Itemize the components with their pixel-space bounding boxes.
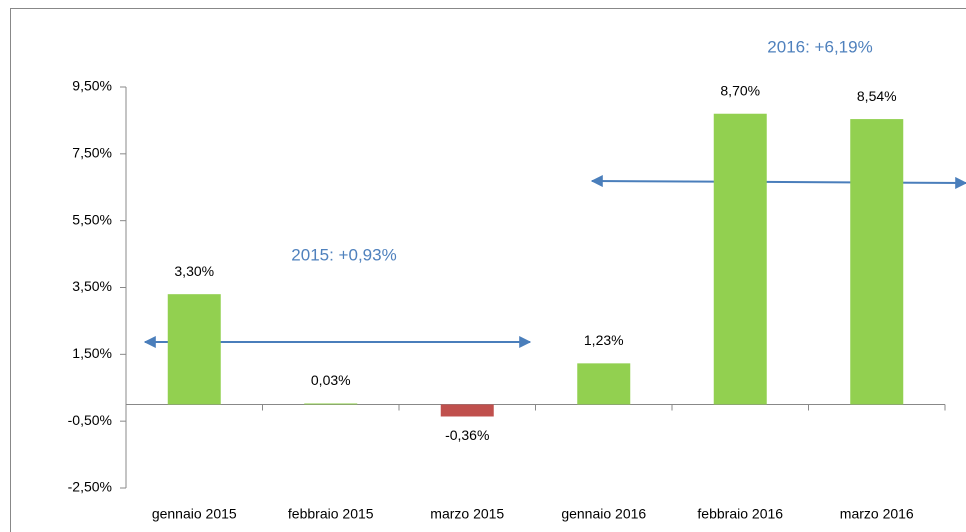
y-tick-label: 5,50% <box>72 211 112 227</box>
value-label: 8,70% <box>720 82 760 98</box>
value-label: 1,23% <box>584 332 624 348</box>
y-tick-label: -0,50% <box>68 412 112 428</box>
y-tick-label: 9,50% <box>72 78 112 94</box>
bar <box>850 119 904 405</box>
y-tick-label: 7,50% <box>72 145 112 161</box>
arrow-2016 <box>590 175 966 189</box>
x-tick-label: gennaio 2016 <box>561 506 646 522</box>
x-tick-label: febbraio 2016 <box>697 506 783 522</box>
annotation: 2016: +6,19% <box>767 37 872 56</box>
x-tick-label: marzo 2015 <box>430 506 504 522</box>
x-tick-label: marzo 2016 <box>840 506 914 522</box>
bar <box>440 404 494 417</box>
value-label: 0,03% <box>311 372 351 388</box>
x-tick-label: gennaio 2015 <box>152 506 237 522</box>
bar <box>577 363 631 405</box>
bar <box>304 403 358 405</box>
value-label: 8,54% <box>857 88 897 104</box>
x-tick-label: febbraio 2015 <box>288 506 374 522</box>
y-tick-label: -2,50% <box>68 479 112 495</box>
y-tick-label: 1,50% <box>72 345 112 361</box>
chart-border <box>10 8 966 532</box>
bar <box>167 294 221 405</box>
bar <box>713 113 767 405</box>
y-tick-label: 3,50% <box>72 278 112 294</box>
value-label: 3,30% <box>174 263 214 279</box>
value-label: -0,36% <box>445 427 489 443</box>
annotation: 2015: +0,93% <box>291 245 396 264</box>
